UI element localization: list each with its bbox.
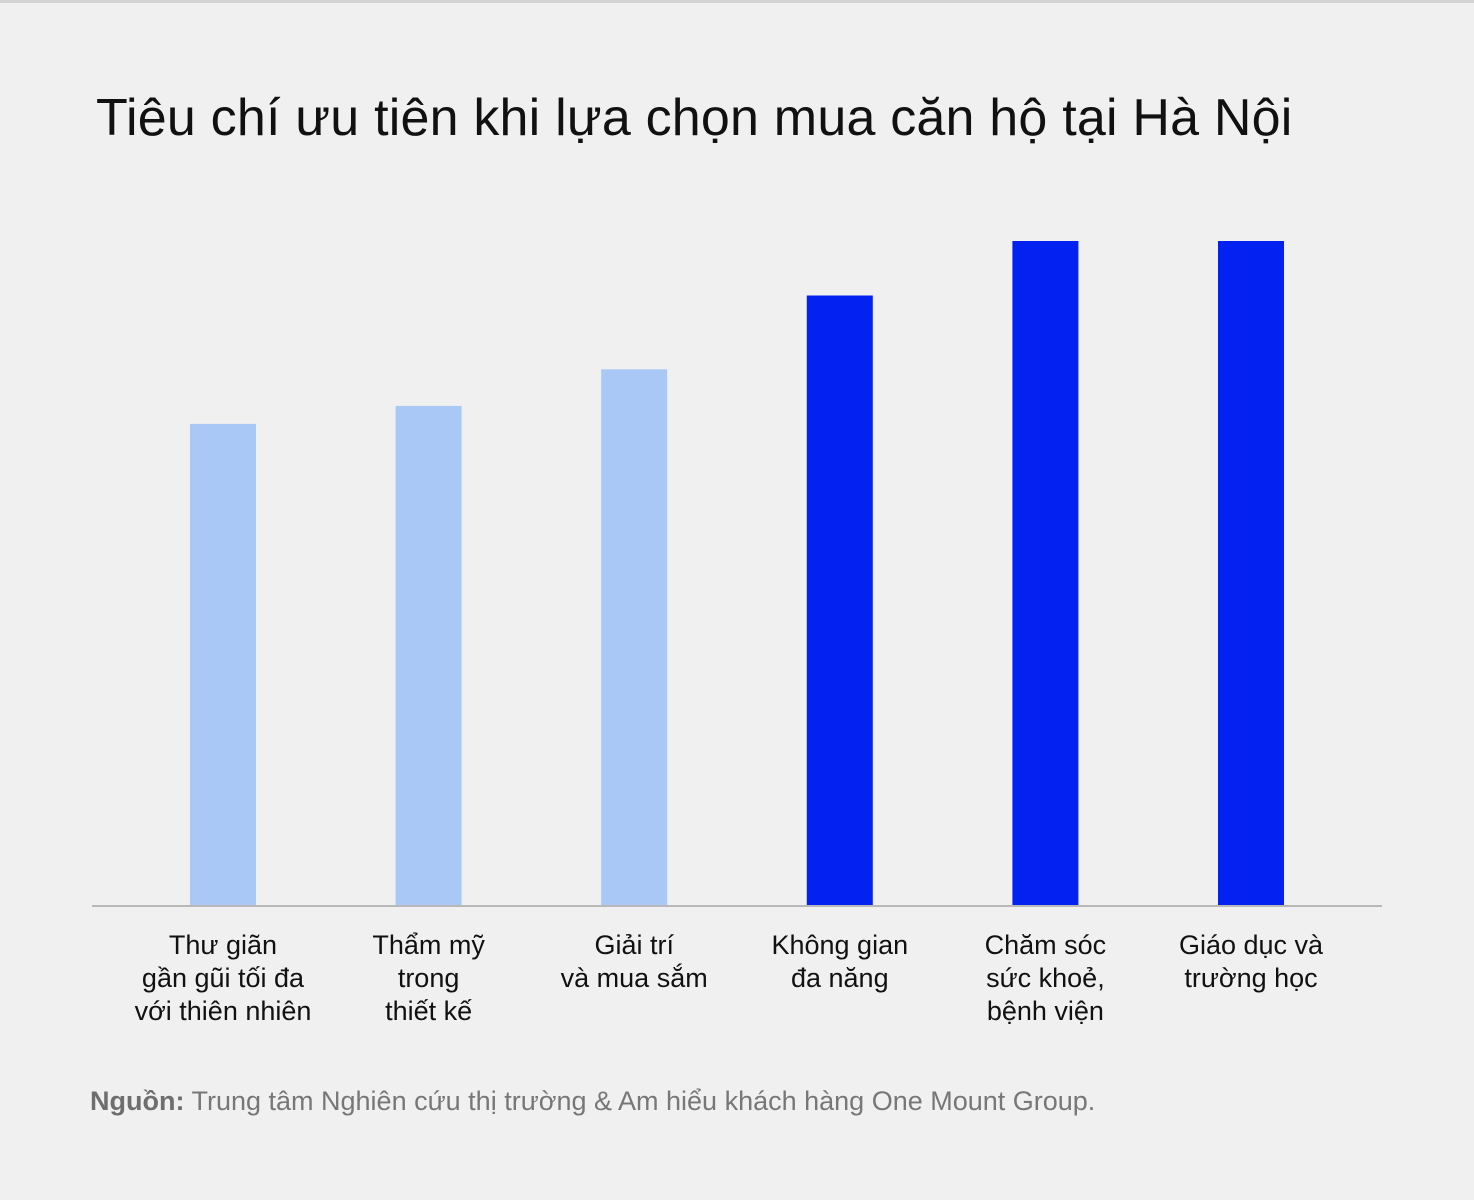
top-rule — [0, 0, 1474, 3]
bar-2 — [395, 405, 462, 906]
category-label-5: Chăm sóc sức khoẻ, bệnh viện — [985, 930, 1107, 1026]
category-label-line: Thư giãn — [169, 930, 277, 960]
category-label-6: Giáo dục và trường học — [1179, 930, 1324, 993]
category-labels-group: Thư giãn gần gũi tối đa với thiên nhiên Thẩ… — [135, 930, 1324, 1026]
bar-5 — [1012, 241, 1079, 906]
category-label-line: Giáo dục và — [1179, 930, 1324, 960]
category-label-2: Thẩm mỹ trong thiết kế — [372, 930, 485, 1026]
source-note: Nguồn: Trung tâm Nghiên cứu thị trường &… — [90, 1086, 1095, 1117]
category-label-1: Thư giãn gần gũi tối đa với thiên nhiên — [135, 930, 312, 1026]
category-label-line: bệnh viện — [987, 996, 1104, 1026]
category-label-line: trong — [398, 963, 460, 993]
chart-title: Tiêu chí ưu tiên khi lựa chọn mua căn hộ… — [96, 89, 1293, 147]
category-label-3: Giải trí và mua sắm — [561, 930, 708, 993]
source-text: Trung tâm Nghiên cứu thị trường & Am hiể… — [184, 1086, 1096, 1116]
category-label-line: Chăm sóc — [985, 930, 1107, 960]
category-label-line: và mua sắm — [561, 962, 708, 993]
category-label-line: Thẩm mỹ — [372, 930, 485, 960]
bars-group — [190, 241, 1284, 906]
bar-4 — [806, 295, 873, 906]
bar-chart: Thư giãn gần gũi tối đa với thiên nhiên Thẩ… — [92, 241, 1382, 1026]
source-label: Nguồn: — [90, 1086, 185, 1116]
category-label-line: Giải trí — [594, 930, 674, 960]
bar-3 — [601, 369, 668, 906]
category-label-line: đa năng — [791, 963, 889, 993]
category-label-line: thiết kế — [385, 996, 472, 1026]
category-label-line: sức khoẻ, — [986, 963, 1105, 993]
category-label-line: gần gũi tối đa — [142, 963, 305, 993]
category-label-4: Không gian đa năng — [771, 930, 908, 993]
category-label-line: Không gian — [771, 930, 908, 960]
bar-1 — [190, 423, 256, 906]
category-label-line: với thiên nhiên — [135, 996, 312, 1026]
bar-6 — [1218, 241, 1284, 906]
category-label-line: trường học — [1184, 963, 1317, 993]
